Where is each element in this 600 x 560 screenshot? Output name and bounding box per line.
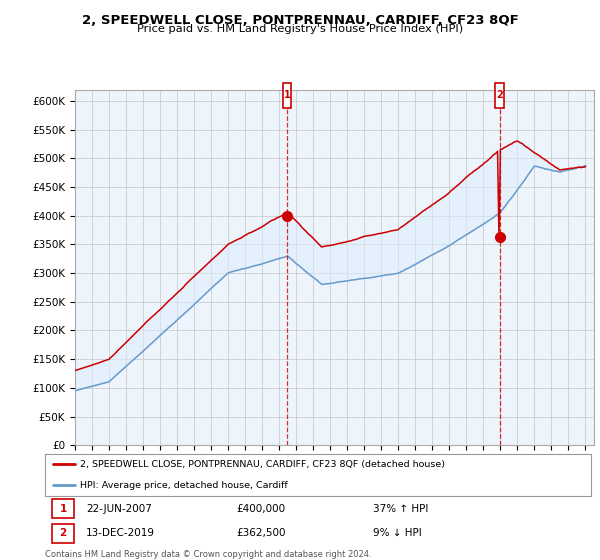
Text: 1: 1	[284, 90, 290, 100]
Text: £400,000: £400,000	[236, 503, 285, 514]
Text: 9% ↓ HPI: 9% ↓ HPI	[373, 528, 421, 538]
Text: HPI: Average price, detached house, Cardiff: HPI: Average price, detached house, Card…	[80, 480, 288, 489]
Text: 1: 1	[59, 503, 67, 514]
Text: 13-DEC-2019: 13-DEC-2019	[86, 528, 155, 538]
Text: Price paid vs. HM Land Registry's House Price Index (HPI): Price paid vs. HM Land Registry's House …	[137, 24, 463, 34]
Text: 37% ↑ HPI: 37% ↑ HPI	[373, 503, 428, 514]
FancyBboxPatch shape	[52, 524, 74, 543]
Text: £362,500: £362,500	[236, 528, 286, 538]
Text: Contains HM Land Registry data © Crown copyright and database right 2024.
This d: Contains HM Land Registry data © Crown c…	[45, 550, 371, 560]
Text: 2: 2	[496, 90, 503, 100]
Text: 2, SPEEDWELL CLOSE, PONTPRENNAU, CARDIFF, CF23 8QF: 2, SPEEDWELL CLOSE, PONTPRENNAU, CARDIFF…	[82, 14, 518, 27]
Text: 22-JUN-2007: 22-JUN-2007	[86, 503, 152, 514]
FancyBboxPatch shape	[283, 83, 292, 108]
Text: 2: 2	[59, 528, 67, 538]
FancyBboxPatch shape	[52, 499, 74, 518]
FancyBboxPatch shape	[496, 83, 504, 108]
Text: 2, SPEEDWELL CLOSE, PONTPRENNAU, CARDIFF, CF23 8QF (detached house): 2, SPEEDWELL CLOSE, PONTPRENNAU, CARDIFF…	[80, 460, 445, 469]
